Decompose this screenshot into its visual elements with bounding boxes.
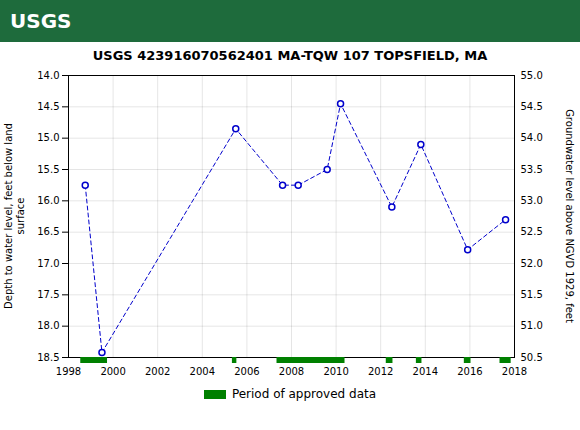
svg-text:54.0: 54.0: [521, 132, 543, 143]
svg-text:18.5: 18.5: [37, 352, 59, 363]
svg-text:17.0: 17.0: [37, 258, 59, 269]
html-text:USGS 423916070562401 MA-TQW 10: USGS 423916070562401 MA-TQW 107 TOPSFIEL…: [92, 48, 488, 63]
svg-text:2012: 2012: [368, 366, 393, 377]
svg-text:2016: 2016: [457, 366, 482, 377]
svg-text:16.5: 16.5: [37, 226, 59, 237]
svg-text:2008: 2008: [279, 366, 304, 377]
svg-text:1998: 1998: [56, 366, 81, 377]
svg-text:2000: 2000: [100, 366, 125, 377]
svg-text:51.5: 51.5: [521, 289, 543, 300]
svg-text:53.0: 53.0: [521, 195, 543, 206]
svg-text:16.0: 16.0: [37, 195, 59, 206]
svg-text:52.0: 52.0: [521, 258, 543, 269]
svg-text:2018: 2018: [502, 366, 527, 377]
svg-text:2006: 2006: [234, 366, 259, 377]
svg-text:55.0: 55.0: [521, 70, 543, 81]
html-text:USGS: USGS: [10, 9, 72, 33]
svg-text:2010: 2010: [323, 366, 348, 377]
svg-text:50.5: 50.5: [521, 352, 543, 363]
svg-text:2004: 2004: [190, 366, 215, 377]
svg-text:2014: 2014: [413, 366, 438, 377]
svg-text:15.0: 15.0: [37, 132, 59, 143]
svg-text:51.0: 51.0: [521, 320, 543, 331]
svg-text:54.5: 54.5: [521, 101, 543, 112]
svg-text:Groundwater level above NGVD 1: Groundwater level above NGVD 1929, feet: [564, 109, 575, 323]
svg-text:14.0: 14.0: [37, 70, 59, 81]
svg-text:2002: 2002: [145, 366, 170, 377]
svg-text:15.5: 15.5: [37, 164, 59, 175]
svg-text:53.5: 53.5: [521, 164, 543, 175]
svg-text:Depth to water level, feet bel: Depth to water level, feet below landsur…: [3, 123, 26, 309]
svg-text:17.5: 17.5: [37, 289, 59, 300]
svg-text:14.5: 14.5: [37, 101, 59, 112]
svg-text:52.5: 52.5: [521, 226, 543, 237]
html-text:Period of approved data: Period of approved data: [231, 387, 377, 401]
svg-text:18.0: 18.0: [37, 320, 59, 331]
